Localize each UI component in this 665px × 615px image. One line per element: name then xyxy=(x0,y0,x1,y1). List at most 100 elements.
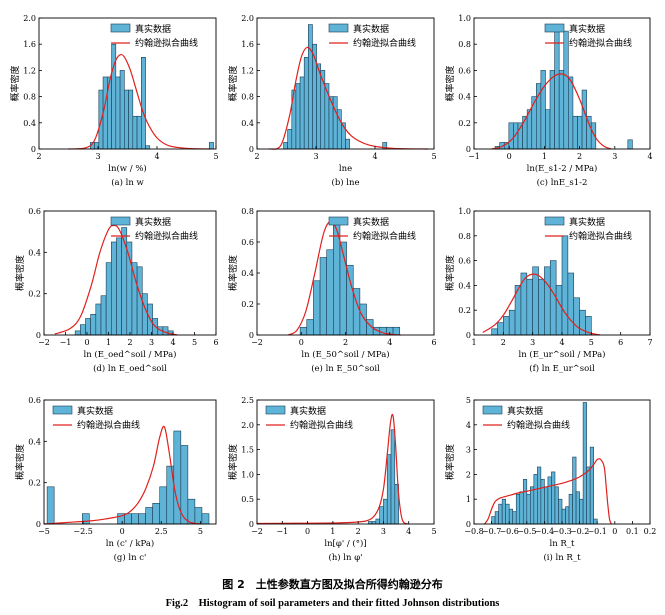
y-axis-label: 概率密度 xyxy=(14,255,26,291)
x-tick-label: 5 xyxy=(192,338,197,347)
histogram-bar xyxy=(124,89,129,150)
fit-curve xyxy=(54,224,178,336)
histogram-bar xyxy=(573,297,580,336)
x-tick-label: 1 xyxy=(471,338,476,347)
histogram-bar xyxy=(519,491,524,525)
histogram-bar xyxy=(627,139,633,150)
histogram-bar xyxy=(303,56,309,150)
histogram-bar xyxy=(561,508,566,525)
y-tick-label: 0.4 xyxy=(458,281,471,290)
x-tick-label: −5 xyxy=(38,527,50,536)
histogram-bar xyxy=(115,76,121,150)
y-tick-label: 2.0 xyxy=(241,14,254,23)
y-tick-label: 0.8 xyxy=(241,207,254,216)
histogram-bar xyxy=(522,479,528,525)
legend-hist-swatch xyxy=(328,23,349,33)
y-axis-label: 概率密度 xyxy=(444,65,456,101)
y-tick-label: 1.0 xyxy=(458,207,471,216)
histogram-bar xyxy=(508,309,516,336)
histogram-bar xyxy=(187,498,196,525)
chart-panel-h: −2 −1 0 1 2 3 4 5 0 0.5 1.0 1.5 2.0 2.5 概率密度 ln[φ' / (°… xyxy=(227,396,437,563)
x-tick-label: 6 xyxy=(618,338,623,347)
y-tick-label: 0 xyxy=(31,145,36,154)
y-axis-label: 概率密度 xyxy=(9,65,21,101)
x-tick-label: −0.8 xyxy=(464,527,483,536)
x-tick-label: −2 xyxy=(251,527,263,536)
histogram-bar xyxy=(491,328,498,336)
histogram-bar xyxy=(563,30,569,150)
x-tick-label: 4 xyxy=(647,152,652,161)
histogram-bar xyxy=(295,83,301,150)
fit-curve xyxy=(491,73,612,150)
x-tick-label: 6 xyxy=(431,338,436,347)
histogram-bar xyxy=(180,445,189,525)
histogram-bar xyxy=(508,122,514,150)
histogram-bar xyxy=(90,314,97,336)
legend-hist-swatch xyxy=(265,405,286,415)
histogram-bar xyxy=(558,498,563,525)
x-tick-label: 4 xyxy=(559,338,564,347)
x-tick-label: 0 xyxy=(305,527,310,536)
x-tick-label: 0.1 xyxy=(626,527,639,536)
x-tick-label: 2 xyxy=(343,338,348,347)
histogram-bar xyxy=(538,278,545,336)
y-tick-label: 1 xyxy=(466,495,471,504)
y-tick-label: 0 xyxy=(249,520,254,529)
histogram-bar xyxy=(111,241,117,336)
x-tick-label: 2 xyxy=(254,152,259,161)
y-tick-label: 0.4 xyxy=(28,248,41,257)
x-tick-label: −1 xyxy=(468,152,480,161)
histogram-bar xyxy=(530,486,535,525)
histogram-bar xyxy=(515,493,521,525)
histogram-bar xyxy=(386,454,392,525)
histogram-bar xyxy=(159,486,168,525)
y-tick-label: 0.5 xyxy=(241,495,254,504)
histogram-bar xyxy=(283,142,288,150)
histogram-bar xyxy=(85,318,91,336)
legend-hist-label: 真实数据 xyxy=(569,216,605,228)
histogram-bar xyxy=(540,479,545,525)
histogram-bar xyxy=(537,466,542,525)
histogram-bar xyxy=(501,498,506,525)
plot-frame xyxy=(43,399,217,525)
x-tick-label: 2 xyxy=(577,152,582,161)
chart-panel-g: −5 −2.5 0 2.5 5 0 0.2 0.4 0.6 概率密度 ln (c' / kPa) (g… xyxy=(14,396,217,563)
histogram-bar xyxy=(532,266,539,336)
fit-curve xyxy=(256,413,410,525)
y-tick-label: 0.6 xyxy=(241,238,254,247)
y-tick-label: 0.6 xyxy=(458,66,471,75)
histogram-bar xyxy=(586,466,591,525)
y-tick-label: 5 xyxy=(466,396,471,405)
histogram-bar xyxy=(494,511,499,525)
histogram-bar xyxy=(46,486,55,525)
y-tick-label: 0 xyxy=(36,520,41,529)
histogram-bar xyxy=(581,89,587,150)
histogram-bar xyxy=(572,456,577,525)
x-tick-label: 1 xyxy=(542,152,547,161)
histogram-bar xyxy=(306,319,314,336)
y-axis-label: 概率密度 xyxy=(444,444,456,480)
x-tick-label: 3 xyxy=(95,152,100,161)
y-tick-label: 1.5 xyxy=(241,446,254,455)
legend-hist-swatch xyxy=(328,216,349,226)
histogram-bar xyxy=(575,491,580,525)
histogram-bar xyxy=(512,511,517,525)
x-tick-label: 5 xyxy=(589,338,594,347)
y-tick-label: 0.6 xyxy=(28,396,41,405)
x-tick-label: 5 xyxy=(431,152,436,161)
histogram-bar xyxy=(299,76,305,150)
histogram-bar xyxy=(95,303,102,336)
x-tick-label: 5 xyxy=(431,527,436,536)
legend-hist-label: 真实数据 xyxy=(135,216,171,228)
y-axis-label: 概率密度 xyxy=(227,255,239,291)
x-tick-label: 2 xyxy=(127,338,132,347)
y-tick-label: 0.2 xyxy=(458,306,471,315)
histogram-bar xyxy=(313,280,321,336)
histogram-bar xyxy=(491,516,496,525)
y-tick-label: 0 xyxy=(249,331,254,340)
histogram-bar xyxy=(568,493,573,525)
histogram-bar xyxy=(555,285,563,336)
histogram-bar xyxy=(375,518,380,525)
y-tick-label: 0.4 xyxy=(458,93,471,102)
